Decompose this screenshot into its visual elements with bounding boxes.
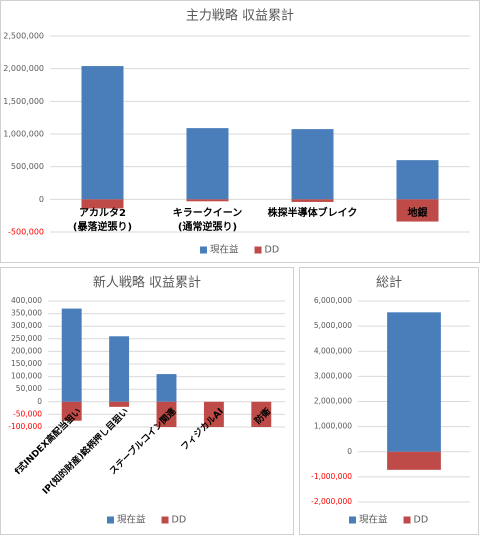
legend-label: DD [414,515,429,526]
chart-title: 新人戦略 収益累計 [93,275,201,291]
y-tick-label: 1,500,000 [3,97,44,106]
legend-label: 現在益 [117,514,146,526]
bar [291,199,334,202]
y-tick-label: 2,000,000 [3,64,44,73]
bar [61,401,82,421]
y-tick-label: 4,000,000 [314,346,352,355]
x-tick-label: キラークイーン [173,207,243,219]
bar [81,66,124,200]
y-tick-label: 5,000,000 [314,321,352,330]
y-tick-label: 1,000,000 [3,130,44,139]
y-tick-label: 3,000,000 [314,371,352,380]
bar [81,199,124,209]
y-tick-label: -2,000,000 [311,497,352,506]
bar [109,336,130,402]
y-tick-label: -100,000 [8,422,42,431]
y-tick-label: 0 [37,397,42,406]
bar [251,401,272,427]
legend-swatch [107,516,114,524]
x-tick-label: アカルタ2 [79,207,126,219]
y-tick-label: 200,000 [11,346,42,355]
x-tick-label: (暴落逆張り) [73,220,132,233]
x-tick-label: 地銀 [408,206,428,219]
x-tick-label: (通常逆張り) [178,220,237,233]
y-tick-label: 6,000,000 [314,296,352,305]
y-tick-label: 1,000,000 [314,422,352,431]
y-tick-label: 250,000 [11,334,42,343]
y-tick-label: 500,000 [11,162,44,171]
bar [396,199,439,222]
y-tick-label: 350,000 [11,309,42,318]
bar [186,128,229,200]
y-tick-label: 2,000,000 [314,397,352,406]
y-tick-label: 400,000 [11,296,42,305]
bar [387,451,441,470]
y-tick-label: 0 [39,195,44,204]
legend-swatch [200,246,207,254]
y-tick-label: 0 [347,447,352,456]
bar [396,160,439,200]
y-tick-label: 100,000 [11,372,42,381]
y-tick-label: 150,000 [11,359,42,368]
legend-swatch [254,246,262,254]
panel [0,267,294,535]
bar [109,401,130,407]
y-tick-label: 300,000 [11,321,42,330]
y-tick-label: 50,000 [16,384,42,393]
legend-label: 現在益 [210,244,239,256]
bar [186,199,229,202]
bar [156,401,177,427]
y-tick-label: -50,000 [13,409,42,418]
bar [387,312,441,452]
legend-label: DD [265,245,280,256]
legend-label: 現在益 [359,514,388,526]
legend-label: DD [172,515,187,526]
legend-swatch [349,516,356,524]
legend-swatch [161,516,169,524]
chart-title: 主力戦略 収益累計 [186,8,294,24]
bar [61,308,82,402]
y-tick-label: 2,500,000 [3,32,44,41]
legend-swatch [403,516,411,524]
x-tick-label: 株探半導体ブレイク [268,206,358,219]
bar [203,401,224,427]
bar [156,374,177,402]
y-tick-label: -1,000,000 [311,472,352,481]
y-tick-label: -500,000 [8,228,44,237]
bar [291,129,334,200]
chart-title: 総計 [376,275,402,291]
